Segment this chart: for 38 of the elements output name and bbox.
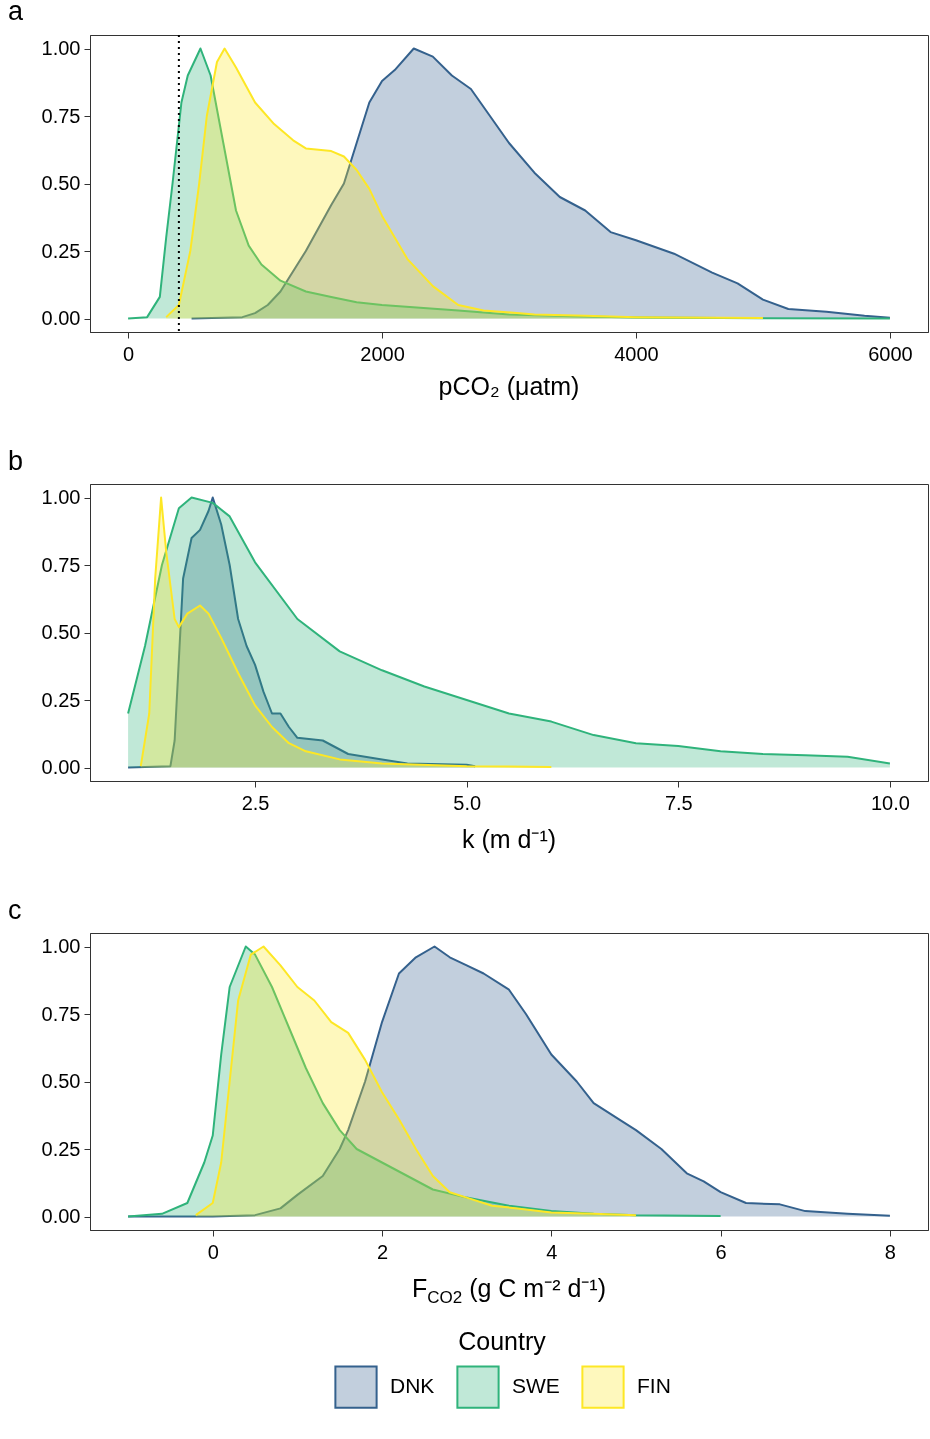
y-tick-label: 0.75 <box>41 104 81 127</box>
x-tick-label: 2000 <box>360 342 405 365</box>
y-tick-label: 0.50 <box>41 621 81 643</box>
x-tick-label: 4 <box>546 1240 558 1263</box>
y-tick-label: 0.25 <box>41 1137 81 1160</box>
x-tick-label: 7.5 <box>664 791 693 814</box>
y-tick-label: 0.50 <box>41 172 81 194</box>
y-tick-label: 0.00 <box>41 1205 81 1227</box>
y-tick-label: 0.75 <box>41 553 81 576</box>
y-tick-label: 1.00 <box>41 37 81 59</box>
y-tick-label: 0.50 <box>41 1070 81 1092</box>
legend-label: DNK <box>390 1374 435 1398</box>
x-tick-label: 0 <box>123 342 135 365</box>
x-tick-label: 2.5 <box>241 791 270 814</box>
y-tick-label: 1.00 <box>41 486 81 508</box>
chart-title: c <box>8 895 22 925</box>
x-tick-label: 4000 <box>614 342 659 365</box>
x-axis-title: k (m d⁻¹) <box>460 824 558 855</box>
x-tick-label: 6000 <box>868 342 913 365</box>
x-tick-label: 5.0 <box>453 791 482 814</box>
y-tick-label: 0.75 <box>41 1002 81 1025</box>
x-axis-title: F$_{CO2}$ (g C m⁻² d⁻¹) <box>411 1273 607 1308</box>
legend-title: Country <box>458 1327 547 1355</box>
x-tick-label: 6 <box>715 1240 727 1263</box>
legend-label: SWE <box>512 1374 560 1398</box>
chart-title: b <box>8 446 24 476</box>
x-tick-label: 2 <box>376 1240 389 1263</box>
legend-label: FIN <box>637 1374 671 1398</box>
y-tick-label: 0.00 <box>41 307 81 329</box>
x-tick-label: 10.0 <box>870 791 910 814</box>
x-tick-label: 8 <box>884 1240 896 1263</box>
x-axis-title: pCO₂ (μatm) <box>437 372 581 401</box>
y-tick-label: 0.00 <box>41 756 81 778</box>
y-tick-label: 0.25 <box>41 688 81 711</box>
y-tick-label: 0.25 <box>41 239 81 262</box>
y-tick-label: 1.00 <box>41 935 81 957</box>
chart-title: a <box>8 0 24 26</box>
x-tick-label: 0 <box>207 1240 219 1263</box>
